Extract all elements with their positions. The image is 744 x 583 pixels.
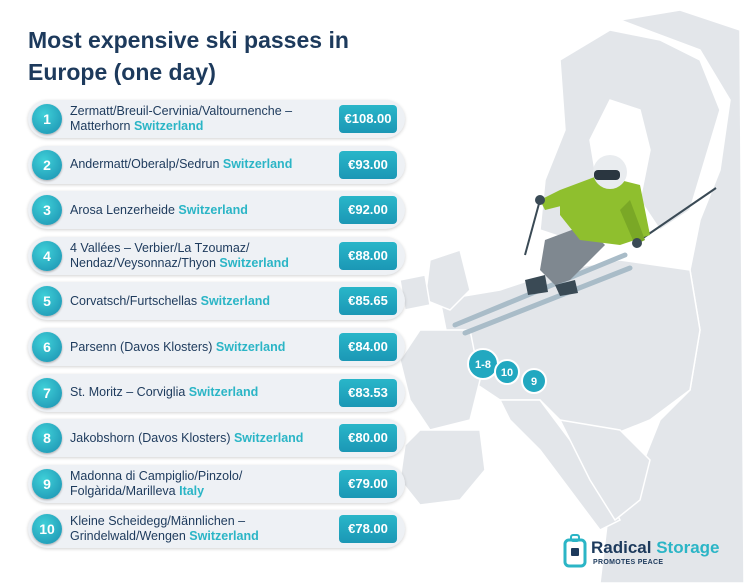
- country: Italy: [179, 483, 205, 498]
- price: €83.53: [339, 378, 397, 407]
- country: Switzerland: [178, 202, 248, 217]
- rank-badge: 9: [32, 468, 62, 499]
- rank-badge: 8: [32, 423, 62, 454]
- map-pin-label: 9: [531, 376, 537, 388]
- resort-name: Zermatt/Breuil-Cervinia/Valtournenche – …: [70, 104, 293, 133]
- resort-label: St. Moritz – Corviglia Switzerland: [70, 374, 336, 412]
- ranking-row: 9 Madonna di Campiglio/Pinzolo/ Folgàrida…: [28, 464, 405, 503]
- ranking-row: 10 Kleine Scheidegg/Männlichen – Grindelw…: [28, 510, 405, 549]
- country: Switzerland: [219, 255, 289, 270]
- skier: [452, 155, 717, 336]
- country: Switzerland: [222, 157, 293, 172]
- resort-label: 4 Vallées – Verbier/La Tzoumaz/ Nendaz/V…: [70, 237, 336, 275]
- ranking-row: 1 Zermatt/Breuil-Cervinia/Valtournenche –…: [28, 100, 405, 138]
- ranking-row: 4 4 Vallées – Verbier/La Tzoumaz/ Nendaz/…: [28, 236, 405, 275]
- resort-text: Madonna di Campiglio/Pinzolo/ Folgàrida/…: [70, 469, 336, 499]
- rank-badge: 3: [32, 195, 62, 226]
- ranking-row: 6 Parsenn (Davos Klosters) Switzerland €84…: [28, 328, 405, 366]
- country: Switzerland: [200, 293, 271, 308]
- ranking-row: 5 Corvatsch/Furtschellas Switzerland €85.6…: [28, 282, 405, 321]
- country: Switzerland: [215, 339, 286, 354]
- resort-text: Andermatt/Oberalp/Sedrun Switzerland: [70, 157, 292, 172]
- resort-name: Andermatt/Oberalp/Sedrun: [70, 157, 220, 172]
- country: Switzerland: [188, 385, 259, 400]
- map-pin-label: 1-8: [475, 359, 491, 371]
- rank-badge: 7: [32, 377, 62, 408]
- resort-label: Andermatt/Oberalp/Sedrun Switzerland: [70, 146, 336, 184]
- resort-text: Zermatt/Breuil-Cervinia/Valtournenche – …: [70, 104, 336, 134]
- resort-text: Jakobshorn (Davos Klosters) Switzerland: [70, 431, 303, 446]
- rank-badge: 5: [32, 286, 62, 317]
- brand-second: Storage: [656, 538, 720, 557]
- brand-first: Radical: [591, 538, 652, 557]
- price: €78.00: [339, 515, 397, 544]
- logo: Radical Storage PROMOTES PEACE: [563, 532, 733, 572]
- resort-label: Parsenn (Davos Klosters) Switzerland: [70, 328, 336, 366]
- title: Most expensive ski passes in Europe (one…: [28, 27, 349, 85]
- map-pin-label: 10: [501, 367, 513, 379]
- resort-name: Parsenn (Davos Klosters): [70, 339, 213, 354]
- resort-label: Kleine Scheidegg/Männlichen – Grindelwal…: [70, 510, 336, 548]
- resort-name: Corvatsch/Furtschellas: [70, 293, 198, 308]
- resort-name: Jakobshorn (Davos Klosters): [70, 430, 231, 445]
- resort-name: Arosa Lenzerheide: [70, 202, 175, 217]
- country: Switzerland: [233, 430, 304, 445]
- resort-name: 4 Vallées – Verbier/La Tzoumaz/ Nendaz/V…: [70, 240, 250, 270]
- map-pin: [494, 359, 520, 385]
- price: €92.00: [339, 196, 397, 225]
- resort-text: St. Moritz – Corviglia Switzerland: [70, 385, 258, 400]
- logo-icon: [563, 534, 587, 568]
- country: Switzerland: [133, 119, 204, 133]
- resort-label: Corvatsch/Furtschellas Switzerland: [70, 282, 336, 320]
- resort-label: Arosa Lenzerheide Switzerland: [70, 191, 336, 229]
- brand: Radical Storage: [591, 538, 720, 558]
- map-pin: [521, 368, 547, 394]
- resort-name: Madonna di Campiglio/Pinzolo/ Folgàrida/…: [70, 468, 243, 498]
- ranking-row: 7 St. Moritz – Corviglia Switzerland €83.5…: [28, 373, 405, 412]
- resort-label: Jakobshorn (Davos Klosters) Switzerland: [70, 419, 336, 457]
- ranking-row: 3 Arosa Lenzerheide Switzerland €92.00: [28, 191, 405, 230]
- price: €93.00: [339, 150, 397, 179]
- country: Switzerland: [189, 529, 259, 544]
- rank-badge: 1: [32, 104, 62, 134]
- resort-text: Arosa Lenzerheide Switzerland: [70, 203, 248, 218]
- rank-badge: 10: [32, 514, 62, 545]
- rank-badge: 2: [32, 149, 62, 180]
- resort-name: St. Moritz – Corviglia: [70, 385, 186, 400]
- ranking-row: 2 Andermatt/Oberalp/Sedrun Switzerland €93…: [28, 145, 405, 184]
- resort-label: Zermatt/Breuil-Cervinia/Valtournenche – …: [70, 100, 336, 138]
- tagline: PROMOTES PEACE: [593, 559, 664, 566]
- resort-text: 4 Vallées – Verbier/La Tzoumaz/ Nendaz/V…: [70, 241, 336, 271]
- price: €108.00: [339, 105, 397, 133]
- price: €80.00: [339, 424, 397, 453]
- price: €88.00: [339, 241, 397, 270]
- resort-text: Corvatsch/Furtschellas Switzerland: [70, 294, 270, 309]
- resort-text: Parsenn (Davos Klosters) Switzerland: [70, 340, 285, 355]
- resort-name: Kleine Scheidegg/Männlichen – Grindelwal…: [70, 514, 246, 544]
- rank-badge: 4: [32, 240, 62, 271]
- price: €84.00: [339, 333, 397, 361]
- resort-text: Kleine Scheidegg/Männlichen – Grindelwal…: [70, 514, 336, 544]
- price: €79.00: [339, 469, 397, 498]
- price: €85.65: [339, 287, 397, 316]
- rank-badge: 6: [32, 332, 62, 362]
- resort-label: Madonna di Campiglio/Pinzolo/ Folgàrida/…: [70, 465, 336, 503]
- ranking-row: 8 Jakobshorn (Davos Klosters) Switzerland…: [28, 419, 405, 458]
